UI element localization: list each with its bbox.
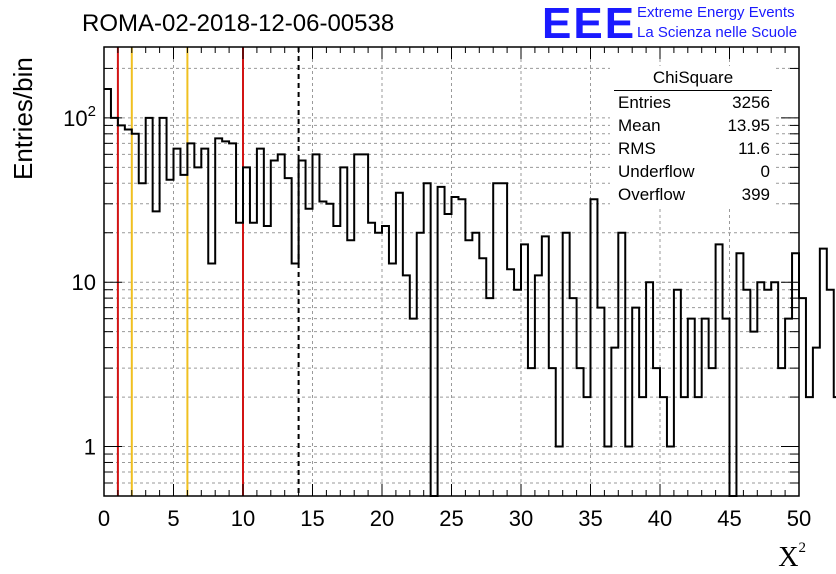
x-axis-label-exponent: 2: [798, 540, 807, 556]
x-axis-label: X2: [778, 540, 806, 574]
stats-title: ChiSquare: [614, 66, 772, 91]
stat-row-mean: Mean 13.95: [610, 114, 776, 137]
eee-logo: EEE Extreme Energy Events La Scienza nel…: [542, 2, 832, 46]
x-tick-label: 40: [648, 506, 672, 531]
stat-label: RMS: [618, 139, 656, 158]
reference-lines: [116, 47, 300, 496]
y-tick-labels: 1 10 102: [63, 103, 96, 460]
x-tick-label: 50: [787, 506, 811, 531]
x-axis-label-base: X: [778, 542, 799, 573]
stat-label: Underflow: [618, 162, 695, 181]
logo-line-2: La Scienza nelle Scuole: [637, 24, 798, 41]
x-tick-label: 30: [509, 506, 533, 531]
stat-row-entries: Entries 3256: [610, 91, 776, 114]
stat-value: 399: [741, 185, 770, 204]
stat-value: 3256: [732, 93, 770, 112]
stat-row-rms: RMS 11.6: [610, 137, 776, 160]
histogram-series: [104, 87, 836, 497]
stat-label: Mean: [618, 116, 661, 135]
x-tick-label: 20: [370, 506, 394, 531]
chart-title: ROMA-02-2018-12-06-00538: [82, 10, 395, 37]
x-tick-labels: 0 5 10 15 20 25 30 35 40 45 50: [98, 506, 811, 531]
stat-label: Entries: [618, 93, 671, 112]
y-tick-label: 10: [72, 270, 96, 295]
stat-row-overflow: Overflow 399: [610, 183, 776, 206]
x-tick-label: 45: [717, 506, 741, 531]
x-tick-label: 35: [578, 506, 602, 531]
y-tick-label: 102: [63, 103, 96, 131]
stat-value: 13.95: [727, 116, 770, 135]
logo-line-1: Extreme Energy Events: [637, 4, 795, 21]
y-axis-label: Entries/bin: [8, 57, 38, 180]
x-tick-label: 0: [98, 506, 110, 531]
stat-value: 11.6: [738, 139, 770, 158]
stat-value: 0: [760, 162, 770, 181]
x-tick-label: 5: [167, 506, 179, 531]
x-tick-label: 25: [439, 506, 463, 531]
x-tick-label: 15: [300, 506, 324, 531]
eee-logo-mark: EEE: [542, 0, 637, 48]
axis-ticks: [103, 47, 800, 497]
stat-row-underflow: Underflow 0: [610, 160, 776, 183]
stats-box: ChiSquare Entries 3256 Mean 13.95 RMS 11.6 …: [610, 66, 776, 208]
stat-label: Overflow: [618, 185, 686, 204]
y-tick-label: 1: [84, 435, 96, 460]
x-tick-label: 10: [231, 506, 255, 531]
grid-lines: [104, 47, 799, 496]
